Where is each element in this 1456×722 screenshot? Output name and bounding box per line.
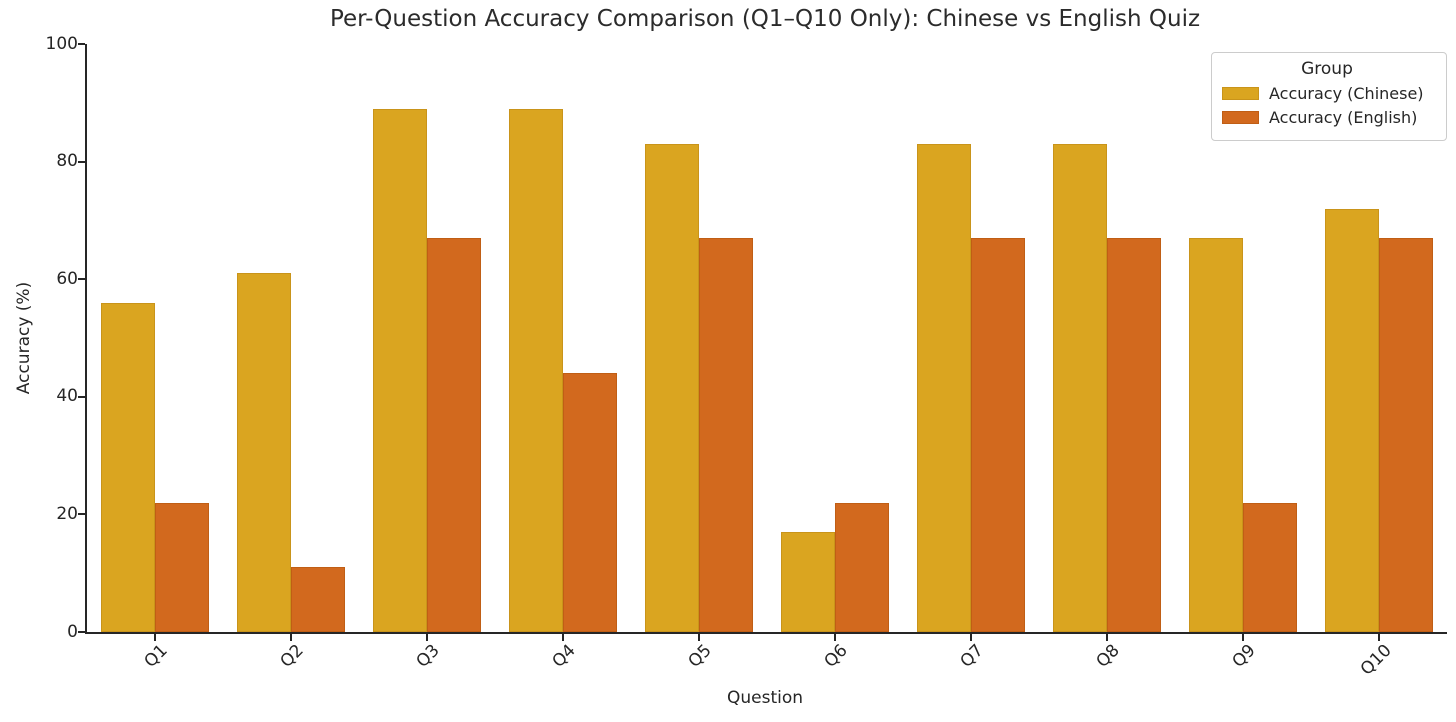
- bar-q10-english: [1379, 238, 1434, 632]
- x-tick-label-q7: Q7: [956, 640, 988, 672]
- bar-q10-chinese: [1324, 208, 1379, 632]
- x-tick-mark-q1: [154, 634, 156, 641]
- x-tick-mark-q2: [290, 634, 292, 641]
- legend-item-chinese: Accuracy (Chinese): [1222, 84, 1432, 103]
- x-tick-mark-q5: [698, 634, 700, 641]
- x-tick-label-q5: Q5: [684, 640, 716, 672]
- x-tick-mark-q10: [1378, 634, 1380, 641]
- bar-q2-english: [291, 567, 346, 632]
- bar-q5-chinese: [644, 143, 699, 632]
- bar-q4-chinese: [508, 108, 563, 632]
- x-tick-mark-q6: [834, 634, 836, 641]
- y-tick-mark-60: [78, 278, 85, 281]
- y-tick-label-20: 20: [56, 503, 78, 524]
- x-axis-label: Question: [726, 688, 804, 708]
- bar-q9-chinese: [1188, 238, 1243, 632]
- y-tick-label-40: 40: [56, 386, 78, 407]
- x-tick-label-q6: Q6: [820, 640, 852, 672]
- bar-q2-chinese: [236, 273, 291, 632]
- bar-q3-chinese: [372, 108, 427, 632]
- x-tick-mark-q3: [426, 634, 428, 641]
- y-tick-mark-80: [78, 160, 85, 163]
- legend-swatch-english: [1222, 111, 1259, 124]
- x-tick-label-q9: Q9: [1228, 640, 1260, 672]
- chart-title: Per-Question Accuracy Comparison (Q1–Q10…: [329, 6, 1201, 32]
- bar-q3-english: [427, 238, 482, 632]
- y-tick-mark-100: [78, 43, 85, 45]
- legend-label-chinese: Accuracy (Chinese): [1269, 84, 1424, 103]
- legend-label-english: Accuracy (English): [1269, 108, 1418, 127]
- bar-q4-english: [563, 373, 618, 632]
- x-tick-label-q2: Q2: [276, 640, 308, 672]
- x-tick-mark-q7: [970, 634, 972, 641]
- bar-q7-english: [971, 238, 1026, 632]
- x-tick-label-q3: Q3: [412, 640, 444, 672]
- legend-items: Accuracy (Chinese) Accuracy (English): [1222, 84, 1432, 127]
- y-tick-label-60: 60: [56, 268, 78, 289]
- legend-swatch-chinese: [1222, 87, 1259, 100]
- y-tick-mark-0: [78, 631, 85, 633]
- bar-q9-english: [1243, 502, 1298, 632]
- x-tick-label-q8: Q8: [1092, 640, 1124, 672]
- bar-q1-english: [155, 502, 210, 632]
- y-tick-label-80: 80: [56, 151, 78, 172]
- bar-q7-chinese: [916, 143, 971, 632]
- x-tick-mark-q4: [562, 634, 564, 641]
- y-tick-mark-20: [78, 513, 85, 516]
- legend-item-english: Accuracy (English): [1222, 108, 1432, 127]
- plot-area: 0 20 40 60 80 100 Q1 Q2 Q3 Q4 Q5 Q6 Q7 Q8 Q9 Q10: [46, 35, 1447, 679]
- y-tick-mark-40: [78, 395, 85, 398]
- legend-title: Group: [1301, 59, 1353, 79]
- legend: Group Accuracy (Chinese) Accuracy (Englis…: [1211, 52, 1447, 141]
- bar-q6-english: [835, 502, 890, 632]
- bar-q8-chinese: [1052, 143, 1107, 632]
- x-tick-mark-q9: [1242, 634, 1244, 641]
- bar-q6-chinese: [780, 532, 835, 632]
- y-axis-label: Accuracy (%): [14, 281, 34, 395]
- bar-q5-english: [699, 238, 754, 632]
- bar-q1-chinese: [100, 302, 155, 632]
- x-tick-mark-q8: [1106, 634, 1108, 641]
- bar-q8-english: [1107, 238, 1162, 632]
- x-tick-label-q4: Q4: [548, 640, 580, 672]
- y-tick-label-100: 100: [45, 33, 78, 54]
- x-tick-label-q10: Q10: [1356, 640, 1396, 680]
- y-tick-label-0: 0: [67, 621, 78, 642]
- x-tick-label-q1: Q1: [140, 640, 172, 672]
